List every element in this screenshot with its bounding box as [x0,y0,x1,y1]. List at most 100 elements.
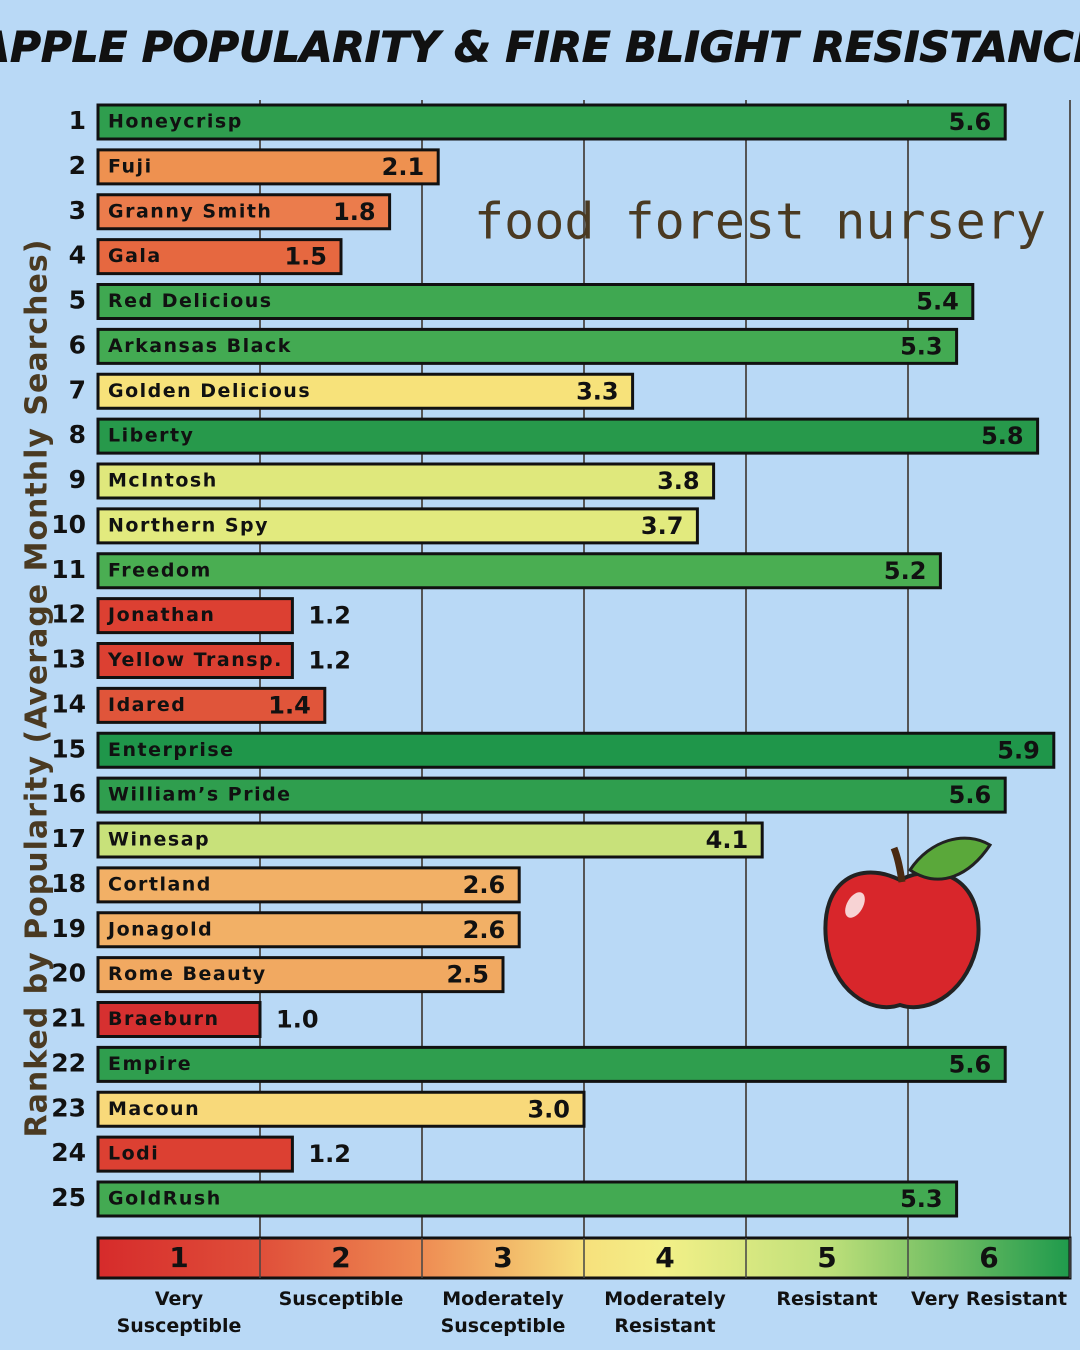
bar-label: Arkansas Black [108,335,292,357]
scale-label: Moderately Susceptible [440,1288,566,1337]
bar-label: Enterprise [108,739,235,761]
bar [96,327,959,365]
bar [96,821,764,859]
bar-label: Liberty [108,425,194,447]
apple-icon [823,836,993,1010]
rank-label: 13 [51,645,86,674]
bar [96,552,942,590]
bar [96,283,975,320]
bar-label: Macoun [108,1098,200,1120]
bar-label: Winesap [108,829,210,851]
bar [96,103,1007,141]
x-tick-label: 4 [655,1241,674,1274]
bar-label: Idared [108,694,186,716]
x-tick-label: 2 [331,1241,350,1274]
bar [96,1045,1007,1083]
bar-label: Rome Beauty [108,963,267,985]
rank-label: 4 [69,241,86,270]
value-label: 5.6 [949,781,992,809]
bar [96,507,699,545]
bar [96,776,1007,814]
bar [96,731,1056,769]
bar [96,417,1040,455]
value-label: 1.0 [276,1006,319,1034]
bar [96,1135,294,1173]
bar-label: Golden Delicious [108,380,311,402]
value-label: 3.8 [657,467,700,495]
bar-label: Gala [108,245,162,267]
value-label: 5.3 [900,1185,943,1213]
rank-label: 9 [69,465,86,494]
bar-label: GoldRush [108,1188,222,1210]
bar-label: McIntosh [108,470,218,492]
bar-label: Jonagold [106,918,213,940]
bar [96,1180,959,1218]
bar [96,1090,586,1128]
bar [96,238,343,276]
rank-label: 3 [69,196,86,225]
value-label: 5.8 [981,422,1024,450]
bar [96,686,327,724]
bar [96,193,392,231]
rank-label: 23 [51,1093,86,1122]
rank-label: 11 [51,555,86,584]
rank-label: 19 [51,914,86,943]
scale-label: Resistant [776,1288,878,1310]
rank-label: 10 [51,510,86,539]
rank-label: 18 [51,869,86,898]
bar-label: Honeycrisp [108,111,243,133]
value-label: 3.7 [641,512,684,540]
logo: food forest nursery [474,193,1046,251]
bar [96,911,521,949]
rank-label: 6 [69,330,86,359]
bar [96,372,635,410]
bars: 1 Honeycrisp 5.62 Fuji 2.13 Granny Smith 1.84 G… [51,103,1056,1218]
value-label: 2.6 [463,916,506,944]
rank-label: 20 [51,959,86,988]
value-label: 5.9 [997,736,1040,764]
chart-title: APPLE POPULARITY & FIRE BLIGHT RESISTANC… [0,23,1080,72]
value-label: 4.1 [706,826,749,854]
rank-label: 1 [69,106,86,135]
value-label: 2.1 [382,153,425,181]
scale-label: Susceptible [278,1288,404,1310]
value-label: 1.2 [308,1140,351,1168]
rank-label: 25 [51,1183,86,1212]
x-tick-label: 5 [817,1241,836,1274]
value-label: 1.5 [284,243,327,271]
value-label: 3.3 [576,377,619,405]
bar-label: Yellow Transp. [107,649,283,671]
bar-label: Jonathan [106,604,215,626]
x-tick-label: 1 [169,1241,188,1274]
rank-label: 2 [69,151,86,180]
bar-label: Granny Smith [108,200,272,222]
scale-label: Very Susceptible [116,1288,242,1337]
value-label: 3.0 [527,1095,570,1123]
y-axis-label: Ranked by Popularity (Average Monthly Se… [20,239,55,1138]
bar-label: Empire [108,1053,192,1075]
value-label: 1.2 [308,602,351,630]
bar [96,1001,262,1038]
bar-label: Red Delicious [108,290,273,312]
value-label: 5.4 [916,288,959,316]
bar-label: William’s Pride [108,784,292,806]
value-label: 1.4 [268,691,311,719]
bar [96,148,440,186]
value-label: 5.6 [949,1050,992,1078]
bar-label: Lodi [108,1143,159,1165]
value-label: 5.6 [949,108,992,136]
x-tick-label: 6 [979,1241,998,1274]
rank-label: 22 [51,1048,86,1077]
value-label: 5.2 [884,557,927,585]
bar [96,866,521,904]
rank-label: 8 [69,420,86,449]
value-label: 1.2 [308,647,351,675]
rank-label: 16 [51,779,86,808]
scale-label: Very Resistant [910,1288,1068,1310]
rank-label: 7 [69,375,86,404]
rank-label: 5 [69,286,86,315]
rank-label: 12 [51,600,86,629]
bar-label: Northern Spy [108,514,269,536]
